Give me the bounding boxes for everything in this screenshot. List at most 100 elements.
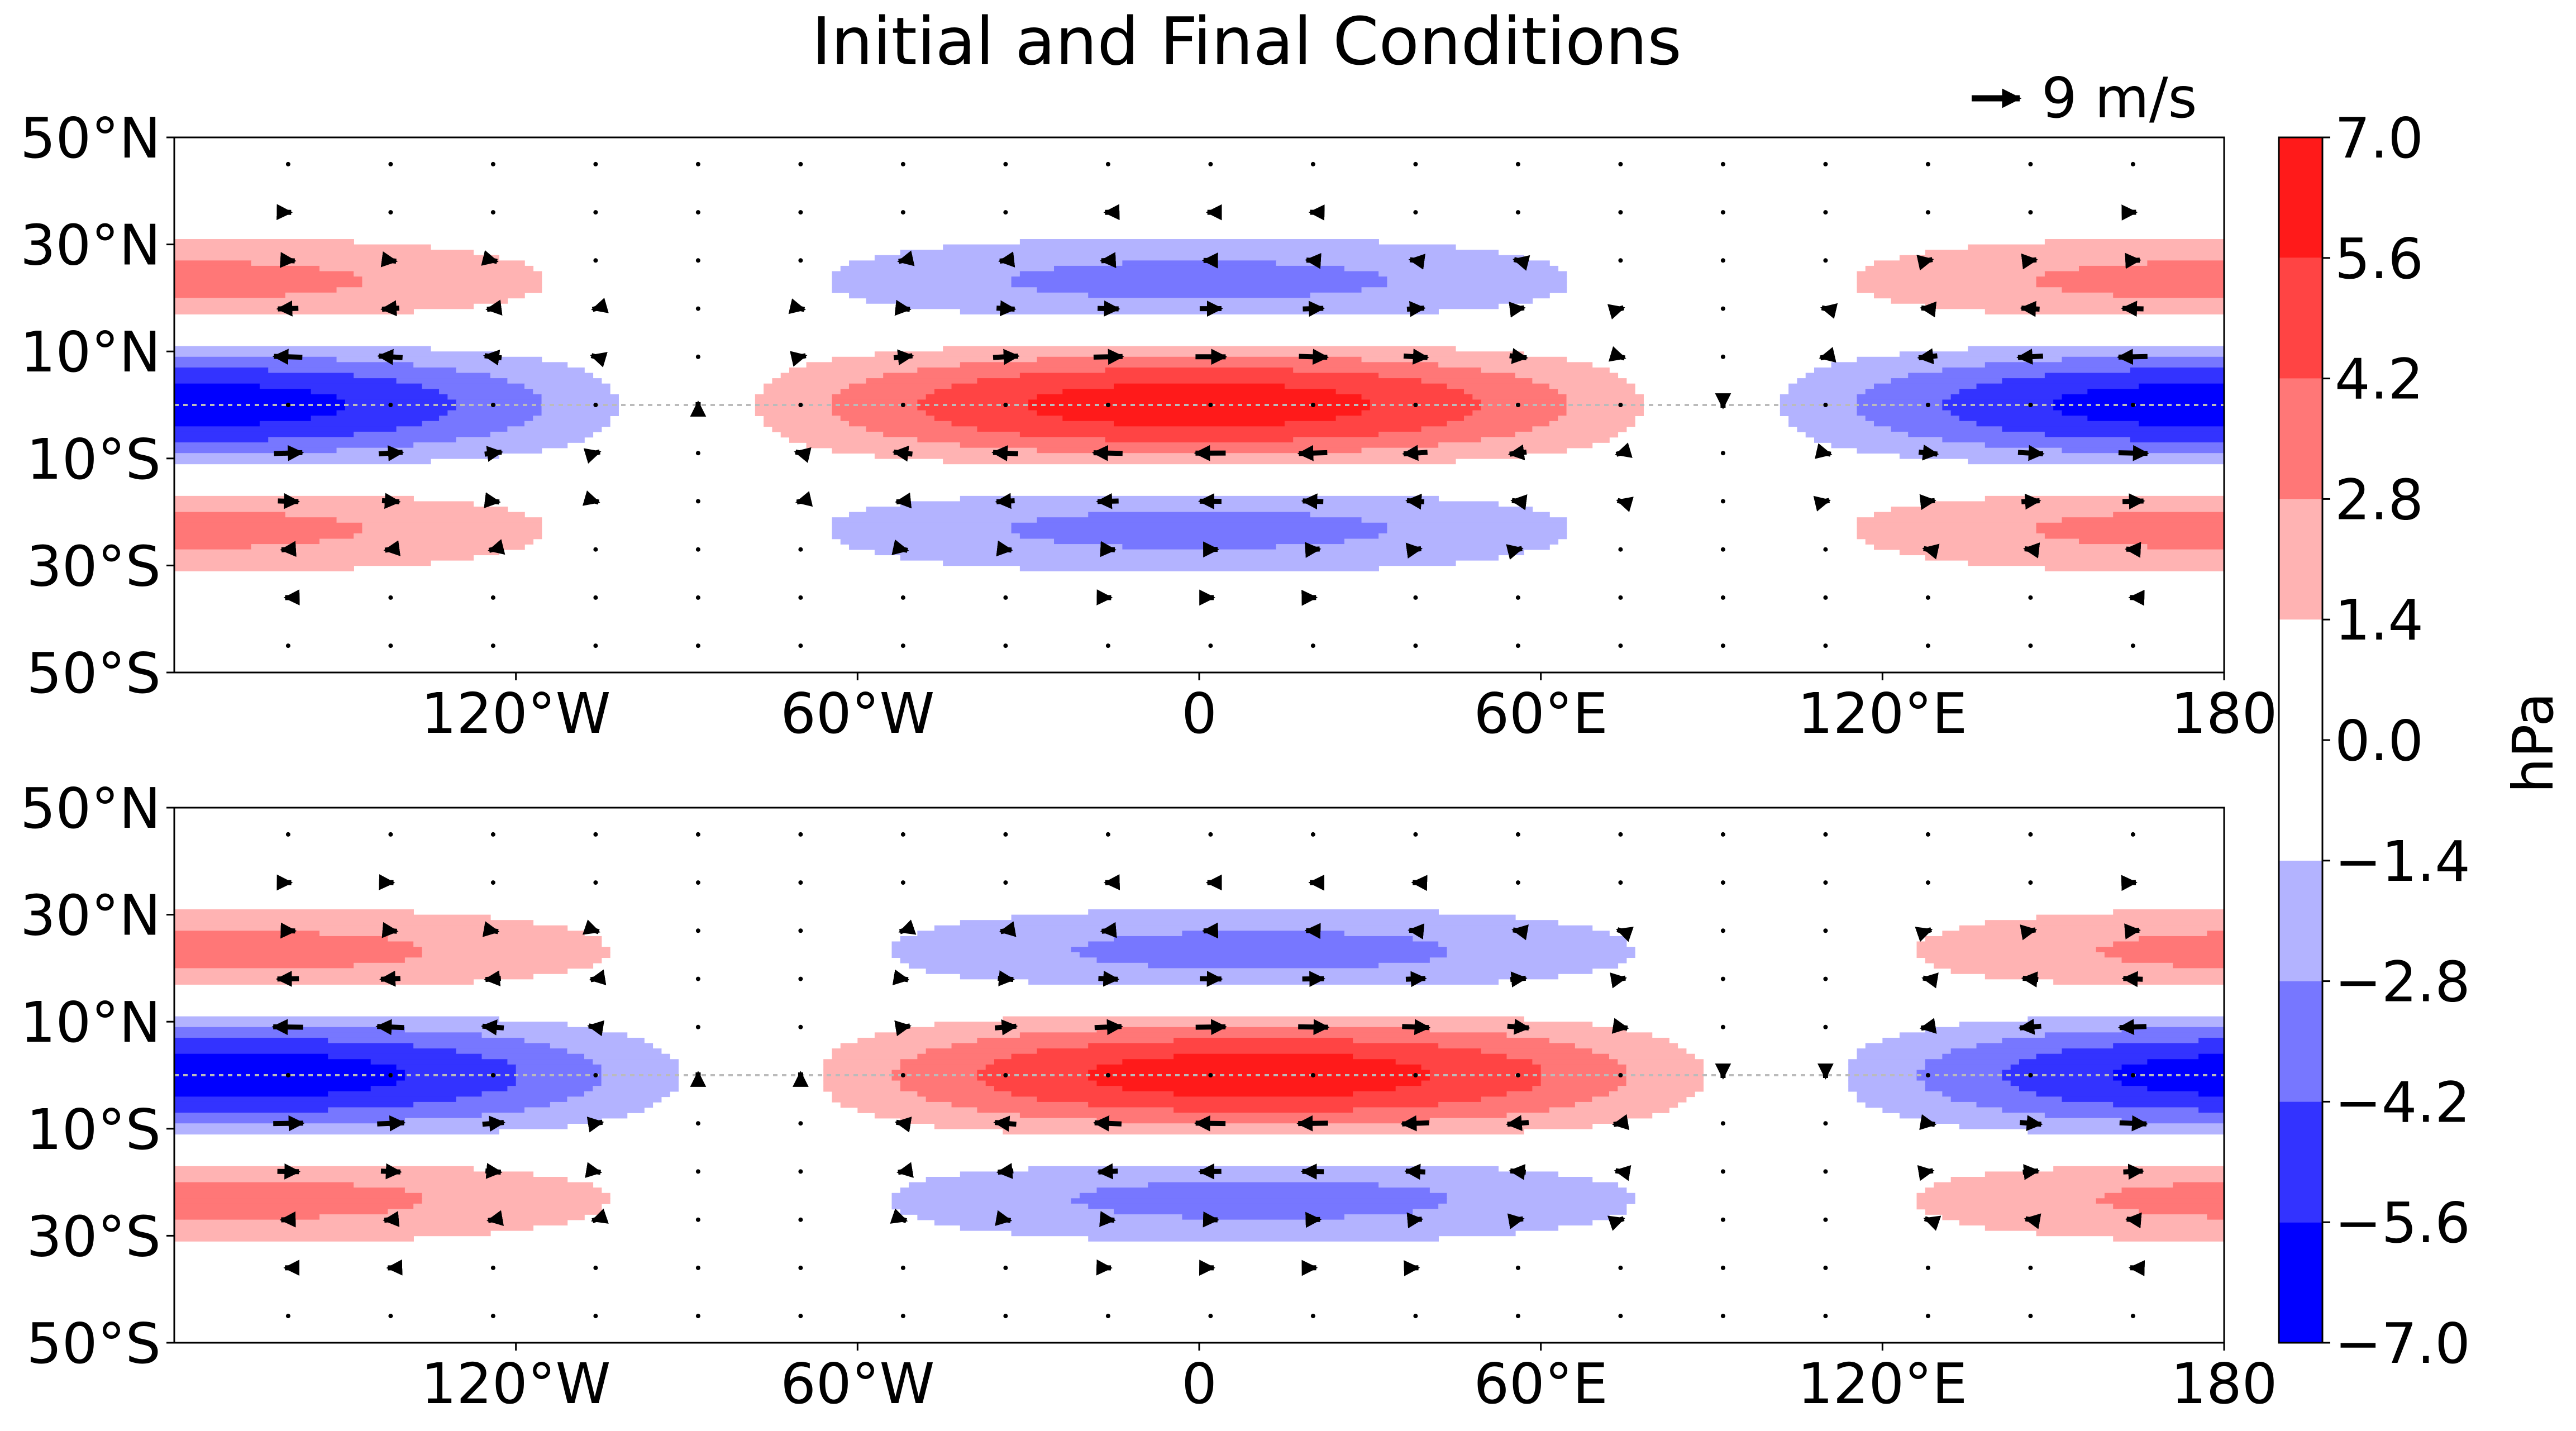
wind-vector <box>272 349 303 365</box>
colorbar-ticks: 7.0 5.6 4.2 2.8 1.4 0.0 −1.4 −2.8 −4.2 −5.6 −7.0 <box>2322 106 2470 1376</box>
contour-cell <box>960 308 1439 314</box>
contour-cell <box>1429 1075 1542 1081</box>
contour-cell <box>866 378 978 384</box>
contour-cell <box>1481 399 1567 406</box>
wind-vector <box>1823 1217 1828 1222</box>
wind-vector <box>695 499 700 504</box>
wind-vector <box>379 970 400 987</box>
wind-vector <box>1720 210 1725 215</box>
contour-cell <box>1464 416 1559 422</box>
wind-vector <box>1507 1213 1525 1229</box>
wind-vector <box>2019 1115 2043 1131</box>
colorbar-tick-label: −5.6 <box>2335 1190 2470 1256</box>
contour-cell <box>1857 287 2063 293</box>
wind-vector <box>1720 547 1725 552</box>
colorbar-band <box>2279 137 2322 258</box>
colorbar-band <box>2279 981 2322 1102</box>
colorbar-band <box>2279 1101 2322 1223</box>
contour-cell <box>174 282 363 288</box>
contour-cell <box>832 287 1038 293</box>
contour-cell <box>1848 1075 1917 1081</box>
wind-vector <box>1413 210 1418 215</box>
contour-cell <box>1122 1059 1396 1065</box>
contour-cell <box>1626 1064 1704 1071</box>
wind-vector <box>1618 258 1623 263</box>
wind-vector <box>285 161 290 166</box>
contour-cell <box>857 1037 978 1044</box>
contour-cell <box>917 367 1106 374</box>
contour-cell <box>823 1075 893 1081</box>
wind-vector <box>1823 928 1828 933</box>
wind-vector <box>1403 349 1429 365</box>
wind-vector <box>695 832 700 837</box>
contour-cell <box>2036 1230 2224 1237</box>
contour-cell <box>174 1037 329 1044</box>
contour-cell <box>174 549 499 556</box>
chart-title: Initial and Final Conditions <box>812 3 1682 80</box>
contour-cell <box>2010 1080 2122 1086</box>
wind-vector <box>1413 1314 1418 1319</box>
wind-vector <box>2028 595 2033 600</box>
wind-vector <box>1003 880 1008 885</box>
contour-cell <box>755 410 833 416</box>
contour-cell <box>1857 447 2063 454</box>
contour-cell <box>174 1080 397 1086</box>
contour-cell <box>481 1032 628 1038</box>
contour-cell <box>1421 1080 1542 1086</box>
contour-cell <box>891 1075 978 1081</box>
wind-vector <box>1614 1165 1632 1181</box>
contour-cell <box>2121 1064 2224 1071</box>
contour-cell <box>1814 437 1943 443</box>
contour-cell <box>1037 517 1362 523</box>
wind-vector <box>1921 972 1939 989</box>
wind-vector <box>1198 1163 1222 1180</box>
contour-cell <box>1805 373 1909 379</box>
contour-cell <box>174 303 474 309</box>
wind-vector <box>900 403 905 407</box>
contour-cell <box>174 920 534 926</box>
wind-vector <box>1003 595 1008 600</box>
wind-vector <box>1618 161 1623 166</box>
contour-cell <box>2147 260 2224 266</box>
wind-vector <box>2028 403 2033 407</box>
wind-vector <box>695 306 700 311</box>
contour-cell <box>396 1080 517 1086</box>
contour-cell <box>174 367 269 374</box>
contour-cell <box>345 405 457 411</box>
contour-cell <box>1959 1022 2224 1028</box>
contour-cell <box>1857 394 1952 400</box>
contour-cell <box>174 1086 371 1092</box>
wind-vector <box>1515 210 1520 215</box>
wind-vector <box>1413 832 1418 837</box>
contour-cell <box>1361 287 1567 293</box>
contour-cell <box>2104 952 2224 958</box>
wind-vector <box>2125 1212 2142 1229</box>
contour-cell <box>1344 1214 1610 1220</box>
contour-cell <box>2147 1059 2224 1065</box>
contour-cell <box>1421 426 1533 432</box>
contour-cell <box>1447 952 1635 958</box>
contour-cell <box>755 394 833 400</box>
colorbar: 7.0 5.6 4.2 2.8 1.4 0.0 −1.4 −2.8 −4.2 −5.6 −7.0 h… <box>2278 106 2566 1376</box>
wind-vector <box>1919 1114 1936 1131</box>
contour-cell <box>1780 399 1858 406</box>
wind-vector <box>1300 1163 1324 1180</box>
wind-vector <box>590 352 608 368</box>
contour-cell <box>362 276 542 283</box>
contour-cell <box>832 282 1012 288</box>
contour-cell <box>396 1064 517 1071</box>
wind-vector <box>280 541 297 557</box>
contour-cell <box>550 1101 653 1108</box>
wind-vector <box>2021 493 2041 510</box>
contour-cell <box>1438 941 1627 947</box>
contour-cell <box>2002 1107 2199 1113</box>
wind-vector <box>1720 1314 1725 1319</box>
contour-cell <box>1182 1214 1345 1220</box>
colorbar-tick-label: 1.4 <box>2335 588 2424 653</box>
contour-cell <box>174 431 354 438</box>
contour-cell <box>891 1198 1072 1204</box>
contour-cell <box>849 383 952 390</box>
top-panel: 120°W 60°W 0 60°E 120°E 180 50°N 30°N 10°N 10°S 30… <box>20 106 2278 746</box>
contour-cell <box>1857 356 2063 363</box>
contour-cell <box>960 1171 1559 1177</box>
